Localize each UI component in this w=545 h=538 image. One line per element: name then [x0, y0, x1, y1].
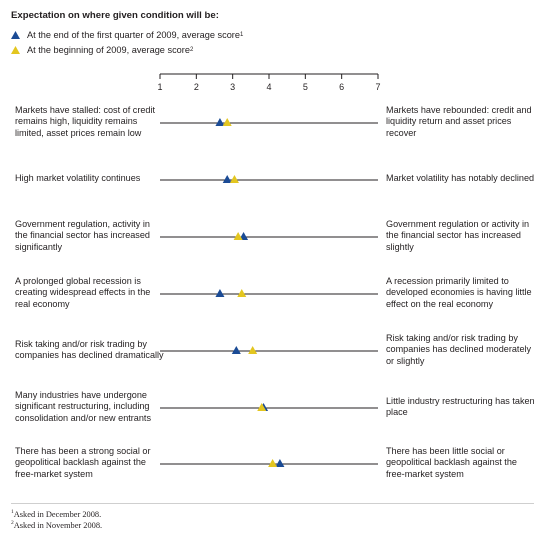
row-right-label: Markets have rebounded: credit and liqui… [386, 104, 532, 138]
row-right-label: Risk taking and/or risk trading by compa… [386, 332, 532, 366]
scale-tick-label: 2 [194, 82, 199, 92]
beginning-marker [257, 403, 267, 411]
footnote-2: 2Asked in November 2008. [11, 519, 103, 530]
scale-tick-label: 3 [230, 82, 235, 92]
row-left-label: Markets have stalled: cost of credit rem… [15, 104, 156, 138]
beginning-marker [222, 118, 232, 126]
first-quarter-marker [275, 459, 285, 467]
row-left-label: There has been a strong social or geopol… [15, 445, 151, 479]
scale-tick-label: 1 [157, 82, 162, 92]
first-quarter-marker [231, 346, 241, 354]
first-quarter-marker [222, 175, 232, 183]
beginning-marker [237, 289, 247, 297]
footnotes: 1Asked in December 2008. 2Asked in Novem… [11, 509, 103, 531]
beginning-marker [233, 232, 243, 240]
row-left-label: High market volatility continues [15, 173, 141, 184]
row-right-label: Little industry restructuring has taken … [386, 395, 535, 418]
blue-triangle-icon [11, 31, 20, 39]
row-right-label: There has been little social or geopolit… [386, 445, 517, 479]
row-left-label: Risk taking and/or risk trading by compa… [15, 338, 164, 361]
footnote-1: 1Asked in December 2008. [11, 509, 102, 519]
row-right-label: Market volatility has notably declined [386, 173, 535, 184]
scale-tick-label: 6 [339, 82, 344, 92]
first-quarter-marker [215, 289, 225, 297]
legend-label: At the beginning of 2009, average score [27, 45, 190, 55]
legend-item-first-quarter: At the end of the first quarter of 2009,… [11, 30, 243, 40]
legend-item-beginning: At the beginning of 2009, average score 2 [11, 45, 193, 55]
scale-tick-label: 7 [375, 82, 380, 92]
legend-label: At the end of the first quarter of 2009,… [27, 30, 240, 40]
chart-title: Expectation on where given condition wil… [11, 10, 219, 21]
row-left-label: Many industries have undergone significa… [15, 389, 151, 423]
first-quarter-marker [215, 118, 225, 126]
beginning-marker [248, 346, 258, 354]
beginning-marker [268, 459, 278, 467]
row-right-label: Government regulation or activity in the… [386, 218, 530, 252]
beginning-marker [229, 175, 239, 183]
row-left-label: Government regulation, activity in the f… [15, 218, 150, 252]
row-right-label: A recession primarily limited to develop… [386, 275, 532, 309]
footnote-divider [11, 503, 534, 504]
scale-tick-label: 4 [266, 82, 271, 92]
yellow-triangle-icon [11, 46, 20, 54]
row-left-label: A prolonged global recession is creating… [15, 275, 151, 309]
scale-tick-label: 5 [303, 82, 308, 92]
